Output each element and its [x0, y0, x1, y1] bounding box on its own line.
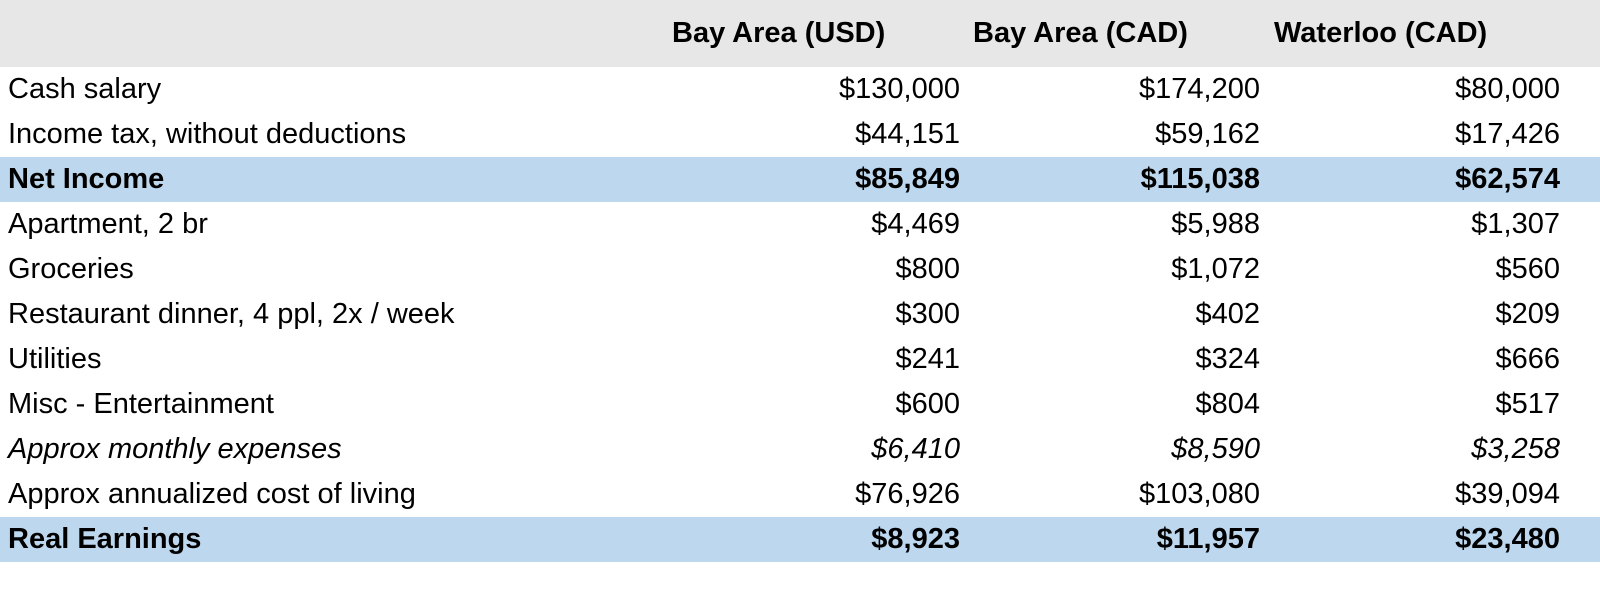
- value-cell: $85,849: [855, 163, 960, 195]
- value-cell: $800: [895, 253, 960, 285]
- value-cell: $11,957: [1156, 523, 1260, 555]
- row-label: Approx monthly expenses: [8, 433, 342, 465]
- value-cell: $115,038: [1140, 163, 1260, 195]
- value-cell: $517: [1495, 388, 1560, 420]
- row-label: Income tax, without deductions: [8, 118, 407, 150]
- table-row: Real Earnings $8,923 $11,957 $23,480: [0, 517, 1600, 562]
- column-header: Waterloo (CAD): [1274, 17, 1488, 49]
- value-cell: $4,469: [871, 208, 960, 240]
- value-cell: $130,000: [839, 73, 960, 105]
- value-cell: $209: [1495, 298, 1560, 330]
- value-cell: $6,410: [871, 433, 960, 465]
- table-row: Income tax, without deductions $44,151 $59…: [0, 112, 1600, 157]
- value-cell: $402: [1195, 298, 1260, 330]
- value-cell: $62,574: [1455, 163, 1560, 195]
- table-row: Net Income $85,849 $115,038 $62,574: [0, 157, 1600, 202]
- table-row: Misc - Entertainment $600 $804 $517: [0, 382, 1600, 427]
- table-row: Approx annualized cost of living $76,926 $…: [0, 472, 1600, 517]
- value-cell: $80,000: [1455, 73, 1560, 105]
- row-label: Apartment, 2 br: [8, 208, 208, 240]
- header-row: Bay Area (USD) Bay Area (CAD) Waterloo (CA…: [0, 0, 1600, 67]
- table-row: Restaurant dinner, 4 ppl, 2x / week $300 $…: [0, 292, 1600, 337]
- row-label: Groceries: [8, 253, 134, 285]
- value-cell: $560: [1495, 253, 1560, 285]
- value-cell: $241: [895, 343, 960, 375]
- value-cell: $76,926: [855, 478, 960, 510]
- row-label: Utilities: [8, 343, 102, 375]
- row-label: Approx annualized cost of living: [8, 478, 416, 510]
- value-cell: $1,072: [1171, 253, 1260, 285]
- value-cell: $3,258: [1471, 433, 1560, 465]
- value-cell: $59,162: [1155, 118, 1260, 150]
- value-cell: $5,988: [1171, 208, 1260, 240]
- table-row: Cash salary $130,000 $174,200 $80,000: [0, 67, 1600, 112]
- value-cell: $1,307: [1471, 208, 1560, 240]
- value-cell: $17,426: [1455, 118, 1560, 150]
- value-cell: $300: [895, 298, 960, 330]
- value-cell: $23,480: [1455, 523, 1560, 555]
- value-cell: $44,151: [855, 118, 960, 150]
- value-cell: $39,094: [1455, 478, 1560, 510]
- value-cell: $324: [1195, 343, 1260, 375]
- row-label: Misc - Entertainment: [8, 388, 274, 420]
- row-label: Restaurant dinner, 4 ppl, 2x / week: [8, 298, 455, 330]
- value-cell: $8,590: [1171, 433, 1260, 465]
- table-row: Groceries $800 $1,072 $560: [0, 247, 1600, 292]
- value-cell: $804: [1195, 388, 1260, 420]
- column-header: Bay Area (USD): [672, 17, 886, 49]
- table-row: Apartment, 2 br $4,469 $5,988 $1,307: [0, 202, 1600, 247]
- value-cell: $666: [1495, 343, 1560, 375]
- row-label: Real Earnings: [8, 523, 202, 555]
- value-cell: $600: [895, 388, 960, 420]
- table-row: Approx monthly expenses $6,410 $8,590 $3,25…: [0, 427, 1600, 472]
- value-cell: $103,080: [1139, 478, 1260, 510]
- value-cell: $8,923: [871, 523, 960, 555]
- row-label: Net Income: [8, 163, 165, 195]
- column-header: Bay Area (CAD): [973, 17, 1188, 49]
- value-cell: $174,200: [1139, 73, 1260, 105]
- row-label: Cash salary: [8, 73, 162, 105]
- table-row: Utilities $241 $324 $666: [0, 337, 1600, 382]
